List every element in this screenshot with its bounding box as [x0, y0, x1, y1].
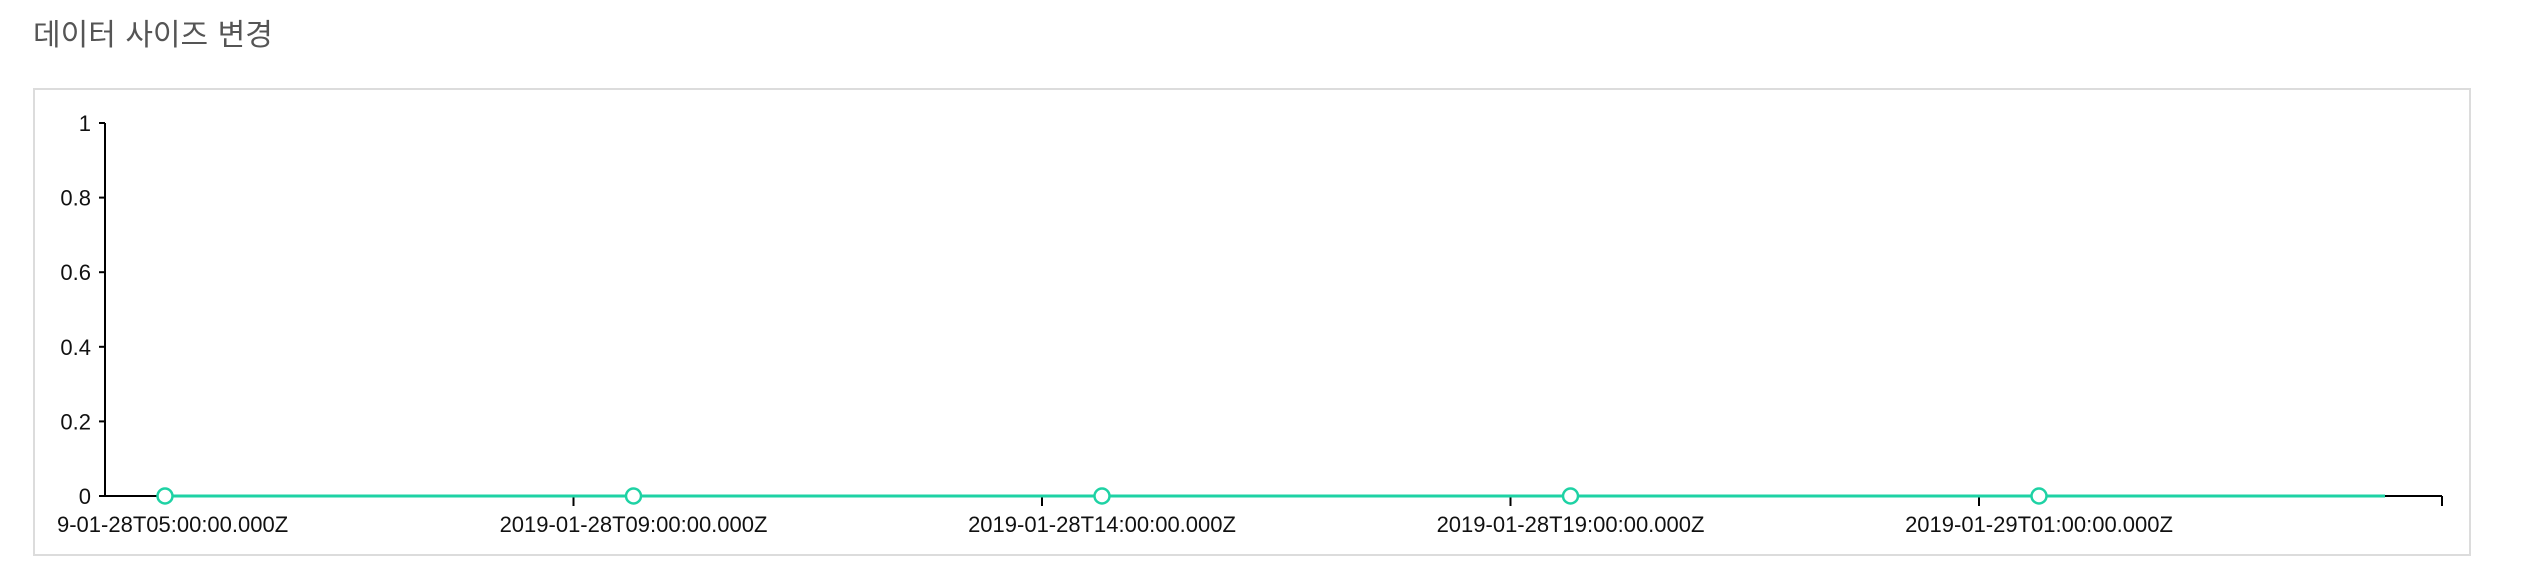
- x-tick-label: 2019-01-28T14:00:00.000Z: [968, 512, 1236, 537]
- y-tick-label: 0.4: [60, 335, 91, 360]
- x-tick-label: 2019-01-28T09:00:00.000Z: [500, 512, 768, 537]
- chart-panel: 0 0.2 0.4 0.6 0.8 1 9-01-28T05:00:00.000Z 2019…: [33, 88, 2471, 556]
- y-tick-label: 1: [79, 111, 91, 136]
- data-point: [624, 487, 643, 505]
- x-tick-label: 2019-01-29T01:00:00.000Z: [1905, 512, 2173, 537]
- data-point: [1093, 487, 1111, 505]
- x-tick-label: 9-01-28T05:00:00.000Z: [57, 512, 288, 537]
- x-tick-label: 2019-01-28T19:00:00.000Z: [1437, 512, 1705, 537]
- y-tick-label: 0.8: [60, 186, 91, 211]
- y-tick-label: 0: [79, 484, 91, 509]
- data-point: [156, 487, 174, 505]
- series-layer: [156, 487, 2385, 505]
- x-axis: 9-01-28T05:00:00.000Z 2019-01-28T09:00:00…: [57, 495, 2443, 537]
- data-point: [2030, 487, 2048, 505]
- y-axis: 0 0.2 0.4 0.6 0.8 1: [60, 111, 106, 509]
- y-tick-label: 0.6: [60, 260, 91, 285]
- line-chart: 0 0.2 0.4 0.6 0.8 1 9-01-28T05:00:00.000Z 2019…: [57, 111, 2443, 537]
- section-title: 데이터 사이즈 변경: [33, 18, 273, 53]
- data-point: [1561, 487, 1580, 505]
- y-tick-label: 0.2: [60, 409, 91, 434]
